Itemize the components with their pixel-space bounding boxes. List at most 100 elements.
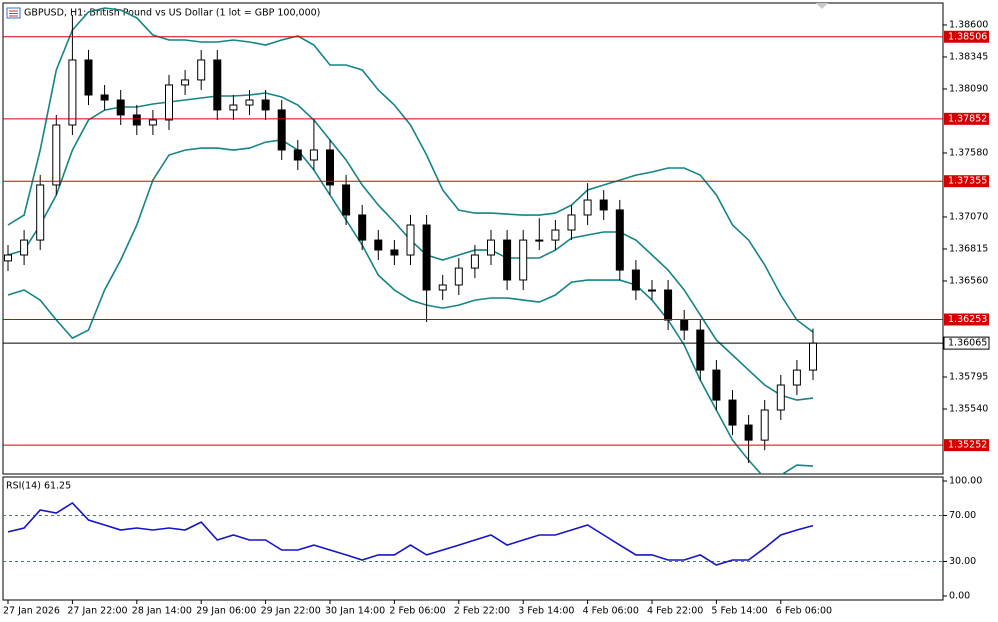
level-label-bg: [944, 313, 989, 326]
y-tick-label: 1.38345: [949, 51, 988, 62]
candle-body: [615, 209, 624, 271]
candle-body: [390, 249, 399, 256]
y-tick-label: 1.36815: [949, 243, 988, 254]
y-tick-label: 30.00: [949, 556, 976, 567]
candle-body: [470, 254, 479, 269]
candle-body: [438, 284, 447, 291]
candle-body: [744, 424, 753, 441]
candle-body: [309, 149, 318, 161]
x-tick-label: 28 Jan 14:00: [132, 606, 192, 617]
candle-body: [776, 384, 785, 411]
candle-body: [792, 369, 801, 386]
candle-body: [132, 114, 141, 126]
candle-body: [760, 409, 769, 441]
y-tick-label: 0.00: [949, 591, 970, 602]
main-plot: [3, 7, 943, 474]
candle-body: [487, 239, 495, 256]
band-line: [7, 7, 814, 333]
candle-body: [20, 239, 29, 256]
candle-body: [648, 289, 656, 292]
candle-body: [277, 109, 286, 151]
x-tick-label: 29 Jan 06:00: [196, 606, 256, 617]
y-tick-label: 1.37580: [949, 147, 988, 158]
y-tick-label: 1.35795: [949, 371, 988, 382]
level-label: 1.35252: [948, 440, 987, 451]
candle-body: [148, 119, 157, 126]
x-tick-label: 4 Feb 22:00: [647, 606, 703, 617]
x-tick-label: 27 Jan 22:00: [67, 606, 127, 617]
band-line: [7, 139, 814, 474]
candle-body: [116, 99, 125, 116]
chart-title: GBPUSD, H1: British Pound vs US Dollar (…: [24, 8, 320, 19]
x-tick-label: 2 Feb 06:00: [389, 606, 445, 617]
candle-body: [245, 99, 254, 106]
candle-body: [422, 224, 431, 291]
current-price-label: 1.36065: [948, 338, 987, 349]
y-tick-label: 1.38600: [949, 19, 988, 30]
axes: 1.38600 1.38345 1.38090 1.37580 1.37070 1.368…: [3, 19, 990, 617]
candle-body: [181, 79, 190, 86]
candle-body: [293, 149, 302, 161]
candle-body: [52, 124, 61, 186]
candle-body: [213, 59, 222, 111]
shift-marker: [816, 3, 828, 9]
main-panel: [2, 2, 944, 475]
rsi-line: [7, 501, 814, 566]
y-tick-label: 70.00: [949, 510, 976, 521]
candle-body: [631, 269, 640, 291]
candle-body: [583, 199, 592, 216]
rsi-plot: [3, 501, 943, 566]
candle-body: [342, 184, 351, 216]
symbol-icon: [6, 7, 21, 19]
x-tick-label: 4 Feb 06:00: [583, 606, 639, 617]
y-tick-label: 100.00: [949, 476, 982, 487]
level-label-bg: [944, 30, 989, 43]
y-tick-label: 1.38090: [949, 83, 988, 94]
level-label: 1.37355: [948, 176, 987, 187]
candle-body: [197, 59, 206, 81]
candle-body: [599, 199, 608, 211]
x-tick-label: 30 Jan 14:00: [325, 606, 385, 617]
x-tick-label: 27 Jan 2026: [3, 606, 60, 617]
candle-body: [809, 342, 817, 371]
rsi-title: RSI(14) 61.25: [6, 481, 71, 492]
candle-body: [100, 94, 109, 101]
candle-body: [567, 214, 576, 231]
candle-body: [503, 239, 512, 281]
level-label: 1.38506: [948, 31, 987, 42]
y-tick-label: 1.37070: [949, 211, 988, 222]
current-price-bg: [943, 336, 990, 350]
candle-body: [84, 59, 93, 96]
level-label: 1.36253: [948, 314, 987, 325]
level-label-bg: [944, 175, 989, 188]
x-tick-label: 3 Feb 14:00: [518, 606, 574, 617]
candle-body: [261, 99, 270, 111]
candle-body: [551, 229, 560, 241]
candle-body: [680, 319, 689, 331]
x-tick-label: 6 Feb 06:00: [776, 606, 832, 617]
candle-body: [535, 239, 544, 242]
candle-body: [519, 239, 528, 281]
candle-body: [454, 267, 463, 286]
candle-body: [165, 84, 173, 121]
candle-body: [36, 184, 45, 241]
candle-body: [406, 224, 415, 256]
candle-body: [728, 399, 737, 426]
x-tick-label: 29 Jan 22:00: [261, 606, 321, 617]
candle-body: [68, 59, 77, 126]
level-label: 1.37852: [948, 113, 987, 124]
level-label-bg: [944, 112, 989, 125]
candle-body: [358, 214, 367, 241]
y-tick-label: 1.35540: [949, 403, 988, 414]
candle-body: [229, 104, 238, 111]
candle-body: [326, 149, 334, 186]
candle-body: [712, 369, 721, 401]
level-label-bg: [944, 439, 989, 452]
candle-body: [664, 289, 673, 321]
candle-body: [4, 254, 12, 262]
x-tick-label: 2 Feb 22:00: [454, 606, 510, 617]
candle-body: [696, 329, 705, 371]
rsi-panel: [2, 476, 944, 601]
y-tick-label: 1.36560: [949, 275, 988, 286]
